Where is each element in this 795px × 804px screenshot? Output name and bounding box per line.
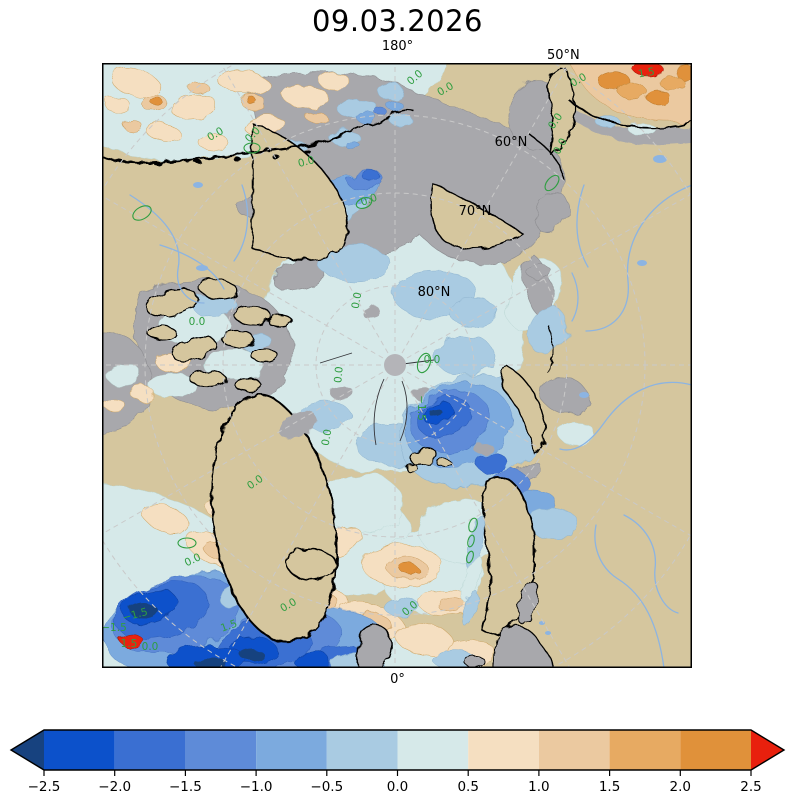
colorbar-tick-label: 1.5	[599, 779, 620, 795]
contour-label-zero: 0.0	[189, 316, 206, 328]
contour-label-plus: 1.5	[121, 638, 138, 650]
colorbar-segment	[114, 730, 186, 770]
contour-label-zero: 0.0	[424, 354, 441, 366]
contour-label-zero: 0.0	[350, 291, 365, 310]
latitude-label-60n: 60°N	[495, 135, 528, 150]
colorbar-ticks	[43, 770, 752, 776]
rivers	[129, 155, 692, 668]
colorbar-tick-label: 0.0	[387, 779, 408, 795]
colorbar-segment	[680, 730, 751, 770]
colorbar-tick-label: −1.0	[240, 779, 273, 795]
figure-title: 09.03.2026	[311, 4, 484, 38]
contour-label-zero: 0.0	[142, 641, 159, 653]
colorbar-under-arrow	[11, 730, 44, 770]
latitude-label-50n: 50°N	[547, 48, 580, 63]
contour-label-plus: 1.5	[637, 66, 656, 81]
contour-label-plus: 1.5	[219, 618, 239, 635]
latitude-label-70n: 70°N	[459, 204, 492, 219]
norway-coastal-water	[461, 515, 486, 626]
meridian-label-0: 0°	[390, 672, 405, 687]
colorbar-segment	[185, 730, 257, 770]
colorbar-tick-label: 1.0	[528, 779, 549, 795]
pole-area	[319, 352, 435, 446]
colorbar-segment	[44, 730, 115, 770]
contour-label-zero: 0.0	[297, 154, 316, 170]
contour-label-zero: 0.0	[332, 366, 345, 384]
colorbar-segment	[397, 730, 469, 770]
colorbar-tick-label: 2.5	[740, 779, 761, 795]
coastline-details	[102, 100, 692, 374]
zero-contour-rings	[132, 142, 560, 564]
colorbar-tick-label: 0.5	[457, 779, 478, 795]
colorbar-tick-label: −2.0	[98, 779, 131, 795]
meridian-label-180: 180°	[381, 39, 414, 54]
colorbar-over-arrow	[751, 730, 784, 770]
contour-label-minus: −1.5	[102, 622, 127, 634]
colorbar-tick-label: −1.5	[169, 779, 202, 795]
arctic-anomaly-map: 0.0 0.0 0.0 0.0 0.0 0.0 0.0 0.0 0.0 0.0 …	[102, 63, 692, 668]
contour-label-minus: −1.5	[415, 395, 427, 421]
colorbar-tick-labels: −2.5 −2.0 −1.5 −1.0 −0.5 0.0 0.5 1.0 1.5…	[28, 779, 762, 795]
latitude-labels: 80°N 70°N 60°N	[418, 135, 528, 300]
contour-label-zero: 0.0	[320, 428, 335, 447]
colorbar-segment	[538, 730, 610, 770]
colorbar-segment	[609, 730, 681, 770]
contour-label-zero: 0.0	[359, 192, 379, 209]
colorbar-segment	[256, 730, 327, 770]
colorbar-tick-label: 2.0	[670, 779, 691, 795]
colorbar-segment	[468, 730, 539, 770]
colorbar-segment	[326, 730, 398, 770]
colorbar-tick-label: −0.5	[310, 779, 343, 795]
graticule	[102, 63, 692, 668]
colorbar-tick-label: −2.5	[28, 779, 61, 795]
colorbar: −2.5 −2.0 −1.5 −1.0 −0.5 0.0 0.5 1.0 1.5…	[9, 729, 786, 795]
pole-hole	[384, 354, 406, 376]
latitude-label-80n: 80°N	[418, 285, 451, 300]
okhotsk-anomaly-blobs	[594, 63, 692, 136]
map-frame	[102, 63, 692, 668]
